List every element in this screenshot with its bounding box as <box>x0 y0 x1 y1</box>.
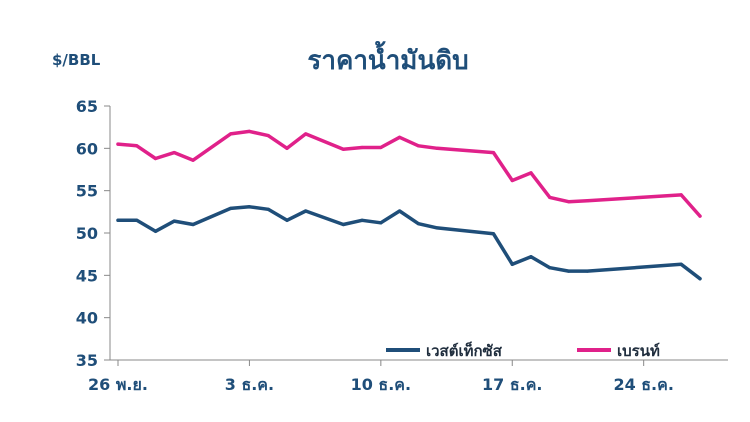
data-point-brent <box>360 145 364 150</box>
y-tick-label: 45 <box>76 266 98 285</box>
data-point-west-texas <box>491 232 496 236</box>
data-point-west-texas <box>229 206 233 211</box>
y-tick-label: 40 <box>76 309 98 328</box>
x-tick-label: 24 ธ.ค. <box>613 375 673 394</box>
data-point-brent <box>116 142 120 146</box>
y-tick-label: 55 <box>76 182 98 201</box>
x-tick-label: 26 พ.ย. <box>88 375 148 394</box>
legend-label-brent: เบรนท์ <box>617 342 660 360</box>
data-point-brent <box>510 178 514 183</box>
data-point-west-texas <box>266 207 270 211</box>
data-point-west-texas <box>435 226 439 230</box>
series-line-brent <box>116 129 702 218</box>
series-line-west-texas <box>116 205 702 281</box>
chart-title: ราคาน้ำมันดิบ <box>307 40 468 76</box>
x-tick-label: 10 ธ.ค. <box>351 375 411 394</box>
data-point-brent <box>491 150 496 155</box>
data-point-west-texas <box>510 262 514 266</box>
data-point-brent <box>398 135 402 139</box>
data-point-west-texas <box>698 277 702 281</box>
data-point-west-texas <box>679 262 683 266</box>
axes <box>109 106 728 361</box>
data-point-brent <box>191 158 195 162</box>
data-point-brent <box>435 146 439 150</box>
data-point-brent <box>341 147 345 151</box>
data-point-west-texas <box>116 218 120 222</box>
data-point-west-texas <box>566 269 571 273</box>
legend: เวสต์เท็กซัส เบรนท์ <box>386 341 660 360</box>
y-axis-unit: $/BBL <box>52 51 101 69</box>
data-point-brent <box>135 144 139 148</box>
data-point-brent <box>247 129 252 133</box>
series-layer <box>116 129 702 281</box>
data-point-west-texas <box>585 269 589 273</box>
data-point-west-texas <box>398 209 402 213</box>
data-point-brent <box>529 171 533 175</box>
data-point-brent <box>416 144 420 148</box>
data-point-west-texas <box>247 205 252 209</box>
y-tick-label: 50 <box>76 224 98 243</box>
x-tick-label: 3 ธ.ค. <box>225 375 274 394</box>
data-point-west-texas <box>191 222 195 227</box>
data-point-west-texas <box>285 218 289 222</box>
data-point-brent <box>172 150 176 155</box>
x-ticks: 26 พ.ย. 3 ธ.ค. 10 ธ.ค. 17 ธ.ค. 24 ธ.ค. <box>88 360 674 394</box>
data-point-west-texas <box>153 229 158 233</box>
data-point-west-texas <box>360 218 364 222</box>
data-point-west-texas <box>548 266 552 270</box>
data-point-brent <box>698 214 702 218</box>
data-point-west-texas <box>304 209 308 213</box>
data-point-west-texas <box>529 255 533 259</box>
data-point-brent <box>548 195 552 200</box>
data-point-brent <box>266 134 270 138</box>
legend-label-west-texas: เวสต์เท็กซัส <box>426 341 503 360</box>
y-tick-label: 65 <box>76 97 98 116</box>
data-point-west-texas <box>135 218 139 222</box>
y-ticks: 35 40 45 50 55 60 65 <box>76 97 110 370</box>
data-point-brent <box>153 156 158 161</box>
data-point-brent <box>566 200 571 204</box>
data-point-brent <box>679 193 683 197</box>
data-point-west-texas <box>341 222 345 227</box>
data-point-west-texas <box>172 219 176 223</box>
data-point-brent <box>304 132 308 136</box>
y-tick-label: 35 <box>76 351 98 370</box>
data-point-brent <box>585 199 589 203</box>
data-point-brent <box>229 132 233 136</box>
x-tick-label: 17 ธ.ค. <box>482 375 542 394</box>
data-point-west-texas <box>379 221 383 225</box>
data-point-brent <box>285 146 289 150</box>
data-point-brent <box>379 145 383 150</box>
data-point-west-texas <box>416 222 420 226</box>
y-tick-label: 60 <box>76 139 98 158</box>
